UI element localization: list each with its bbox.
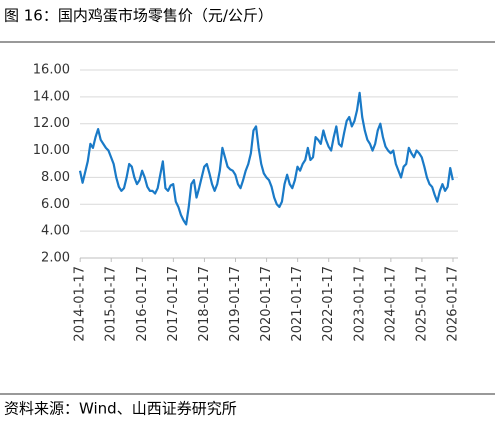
source-note: 资料来源：Wind、山西证券研究所: [4, 400, 237, 418]
x-tick-label: 2021-01-17: [290, 266, 305, 342]
x-tick-label: 2018-01-17: [197, 266, 212, 342]
x-tick-label: 2024-01-17: [383, 266, 398, 342]
x-tick-label: 2026-01-17: [445, 266, 460, 342]
y-tick-label: 4.00: [41, 224, 70, 239]
y-tick-label: 8.00: [41, 170, 70, 185]
line-series: [78, 91, 454, 226]
x-tick-label: 2025-01-17: [414, 266, 429, 342]
y-tick-label: 14.00: [33, 89, 70, 104]
x-tick-label: 2017-01-17: [166, 266, 181, 342]
y-tick-label: 2.00: [41, 251, 70, 266]
y-tick-label: 16.00: [33, 63, 70, 78]
y-tick-label: 12.00: [33, 116, 70, 131]
x-tick-label: 2016-01-17: [135, 266, 150, 342]
x-tick-label: 2023-01-17: [352, 266, 367, 342]
y-tick-label: 6.00: [41, 197, 70, 212]
x-tick-label: 2014-01-17: [73, 266, 88, 342]
x-tick-label: 2015-01-17: [104, 266, 119, 342]
x-tick-label: 2022-01-17: [321, 266, 336, 342]
x-tick-label: 2019-01-17: [228, 266, 243, 342]
x-tick-label: 2020-01-17: [259, 266, 274, 342]
y-tick-label: 10.00: [33, 143, 70, 158]
chart-title: 图 16：国内鸡蛋市场零售价（元/公斤）: [4, 7, 273, 25]
